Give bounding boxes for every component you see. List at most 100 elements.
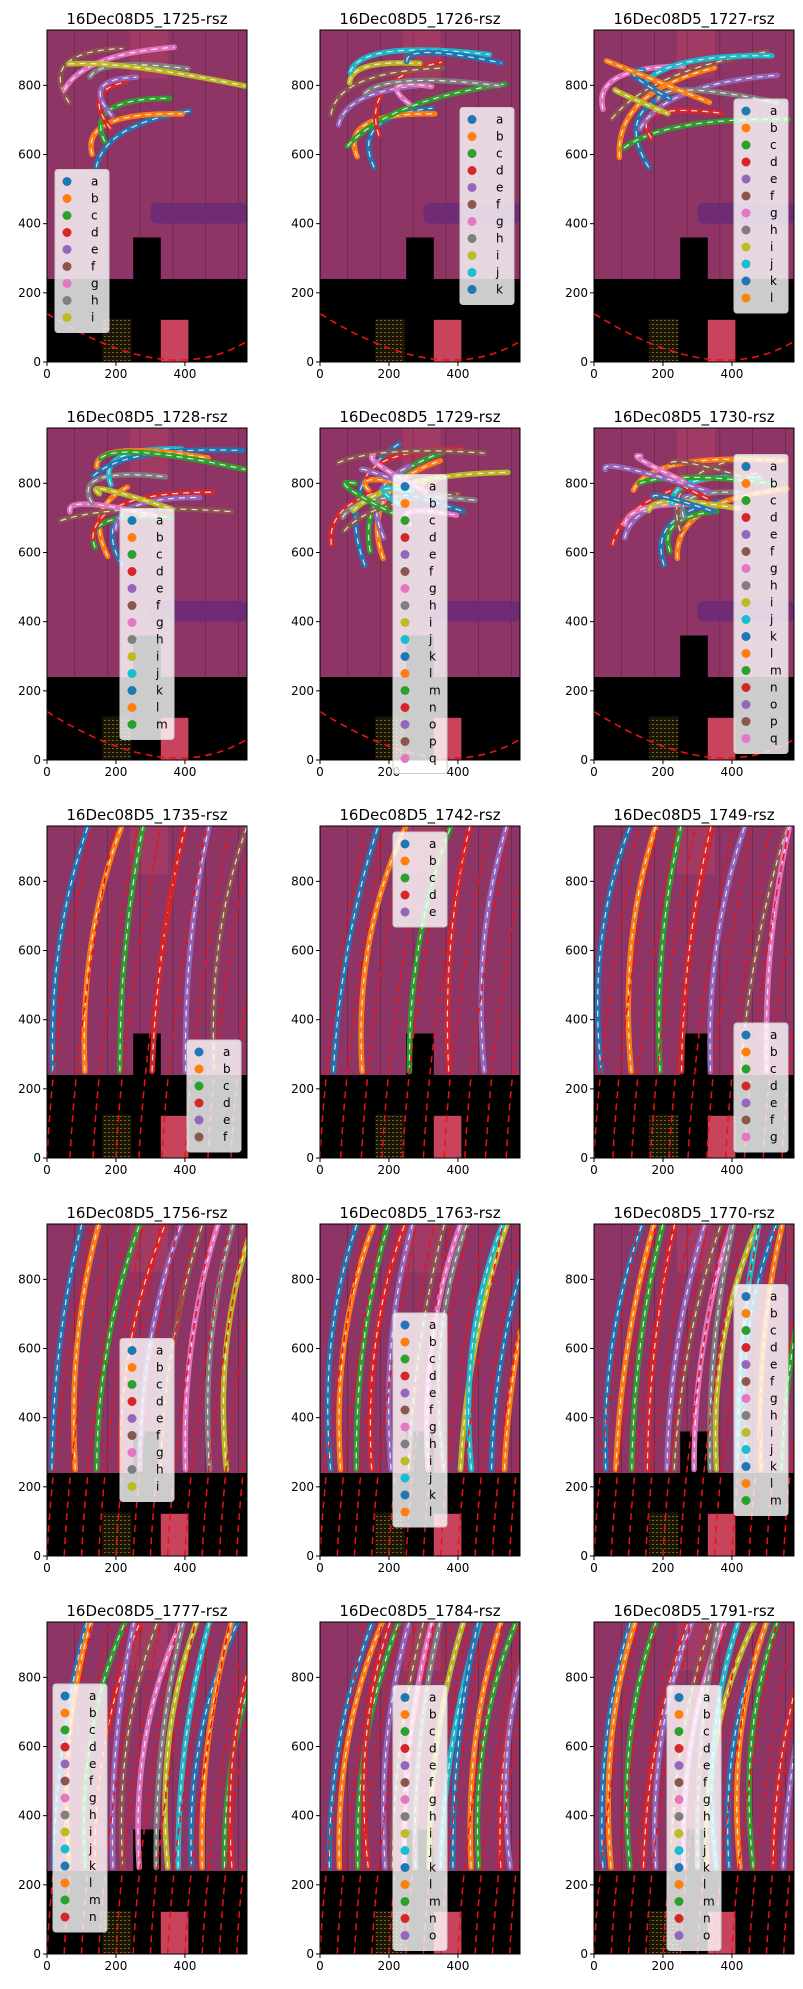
trajectory-track — [488, 1264, 520, 1473]
grate — [649, 1512, 679, 1556]
legend-label: e — [770, 528, 777, 542]
legend-marker — [400, 1727, 410, 1736]
y-tick-label: 400 — [565, 217, 588, 231]
legend-box — [119, 1338, 175, 1502]
target-square — [707, 1115, 736, 1158]
legend-marker — [400, 720, 410, 729]
chart-panel: 0 200 400 0 200 400 600 800 16Dec08D5_1725-rszab… — [18, 10, 248, 381]
x-tick-label: 200 — [652, 1561, 675, 1575]
legend-marker — [127, 720, 137, 729]
chart-panel: 0 200 400 0 200 400 600 800 16Dec08D5_1770-rszab… — [565, 1204, 795, 1575]
legend-label: c — [89, 1723, 96, 1737]
legend-label: b — [770, 121, 778, 135]
trajectory-dash — [344, 481, 393, 514]
x-tick-label: 0 — [590, 1561, 598, 1575]
fit-curve — [731, 1622, 778, 1954]
axes-frame — [319, 1223, 521, 1557]
legend-marker — [62, 211, 72, 220]
fit-curve — [402, 826, 449, 1158]
legend-marker — [467, 132, 477, 141]
axes-frame — [593, 1223, 795, 1557]
legend-marker — [400, 1490, 410, 1500]
legend-label: b — [91, 192, 99, 206]
trajectory-dash — [452, 1622, 479, 1868]
trajectory-dash — [406, 51, 502, 64]
legend-marker — [400, 499, 410, 508]
trajectory-dash — [476, 1622, 517, 1868]
legend-label: g — [770, 1130, 778, 1144]
trajectory-dash — [367, 450, 448, 552]
trajectory-dash — [177, 1622, 211, 1868]
chart-panel: 0 200 400 0 200 400 600 800 16Dec08D5_1730-rszab… — [565, 408, 795, 779]
trajectory-dash — [646, 1224, 676, 1470]
fit-curve — [765, 1314, 794, 1556]
fit-curve — [765, 1712, 794, 1954]
fit-curve — [649, 826, 696, 1158]
legend-marker — [127, 669, 137, 678]
fit-curve — [464, 826, 511, 1158]
y-tick-label: 800 — [565, 78, 588, 92]
fit-curve — [69, 826, 116, 1158]
y-tick-label: 400 — [291, 217, 314, 231]
legend-marker — [741, 1411, 751, 1420]
fit-curve — [422, 826, 470, 1158]
legend-label: m — [703, 1895, 715, 1909]
y-tick-label: 0 — [33, 1947, 41, 1961]
legend-label: d — [770, 1079, 778, 1093]
legend-marker — [60, 1793, 70, 1803]
y-tick-label: 0 — [306, 355, 314, 369]
trajectory-dash — [184, 826, 210, 1072]
y-tick-label: 600 — [565, 944, 588, 958]
floor-region — [320, 1075, 520, 1158]
legend-marker — [741, 598, 751, 607]
trajectory-track — [367, 1224, 408, 1473]
legend-marker — [60, 1895, 70, 1905]
chart-title: 16Dec08D5_1763-rsz — [339, 1204, 500, 1223]
trajectory-dash — [736, 1622, 768, 1868]
legend-marker — [127, 1346, 137, 1355]
y-tick-label: 600 — [291, 148, 314, 162]
chart-panel: 0 200 400 0 200 400 600 800 16Dec08D5_1727-rszab… — [565, 10, 795, 381]
trajectory-dash — [164, 1622, 198, 1868]
x-tick-label: 400 — [173, 1561, 196, 1575]
y-tick-label: 400 — [18, 1809, 41, 1823]
legend-label: f — [429, 565, 434, 579]
fit-curve — [388, 1224, 435, 1556]
legend-label: k — [156, 684, 163, 698]
x-tick-label: 0 — [316, 1959, 324, 1973]
fit-curve — [370, 1622, 418, 1954]
trajectory-track — [380, 1622, 412, 1871]
legend-marker — [741, 191, 751, 201]
trajectory-dash — [338, 1622, 383, 1868]
y-tick-label: 200 — [565, 1082, 588, 1096]
legend-label: e — [770, 1358, 777, 1372]
legend-marker — [674, 1710, 684, 1719]
trajectory-dash — [376, 460, 441, 559]
legend-marker — [400, 1710, 410, 1719]
y-tick-label: 600 — [291, 1342, 314, 1356]
trajectory-track — [325, 1224, 360, 1473]
fit-curve — [80, 1224, 128, 1556]
legend-label: d — [770, 155, 778, 169]
legend-label: b — [496, 130, 504, 144]
trajectory-dash — [618, 67, 715, 158]
legend-marker — [741, 1081, 751, 1091]
trajectory-dash — [338, 85, 419, 126]
legend-label: j — [702, 1844, 706, 1858]
y-tick-label: 400 — [565, 1411, 588, 1425]
fit-curve — [724, 826, 772, 1158]
legend-marker — [60, 1878, 70, 1888]
legend-label: c — [156, 548, 163, 562]
legend-label: m — [156, 718, 168, 732]
legend-marker — [400, 1778, 410, 1787]
legend-marker — [674, 1931, 684, 1940]
axes-frame — [593, 427, 795, 761]
legend-label: g — [156, 1446, 164, 1460]
fit-curve — [132, 1622, 179, 1954]
x-tick-label: 0 — [43, 1163, 51, 1177]
legend-marker — [741, 1343, 751, 1352]
legend-marker — [60, 1708, 70, 1718]
legend-marker — [741, 106, 751, 116]
legend-label: n — [89, 1910, 97, 1924]
